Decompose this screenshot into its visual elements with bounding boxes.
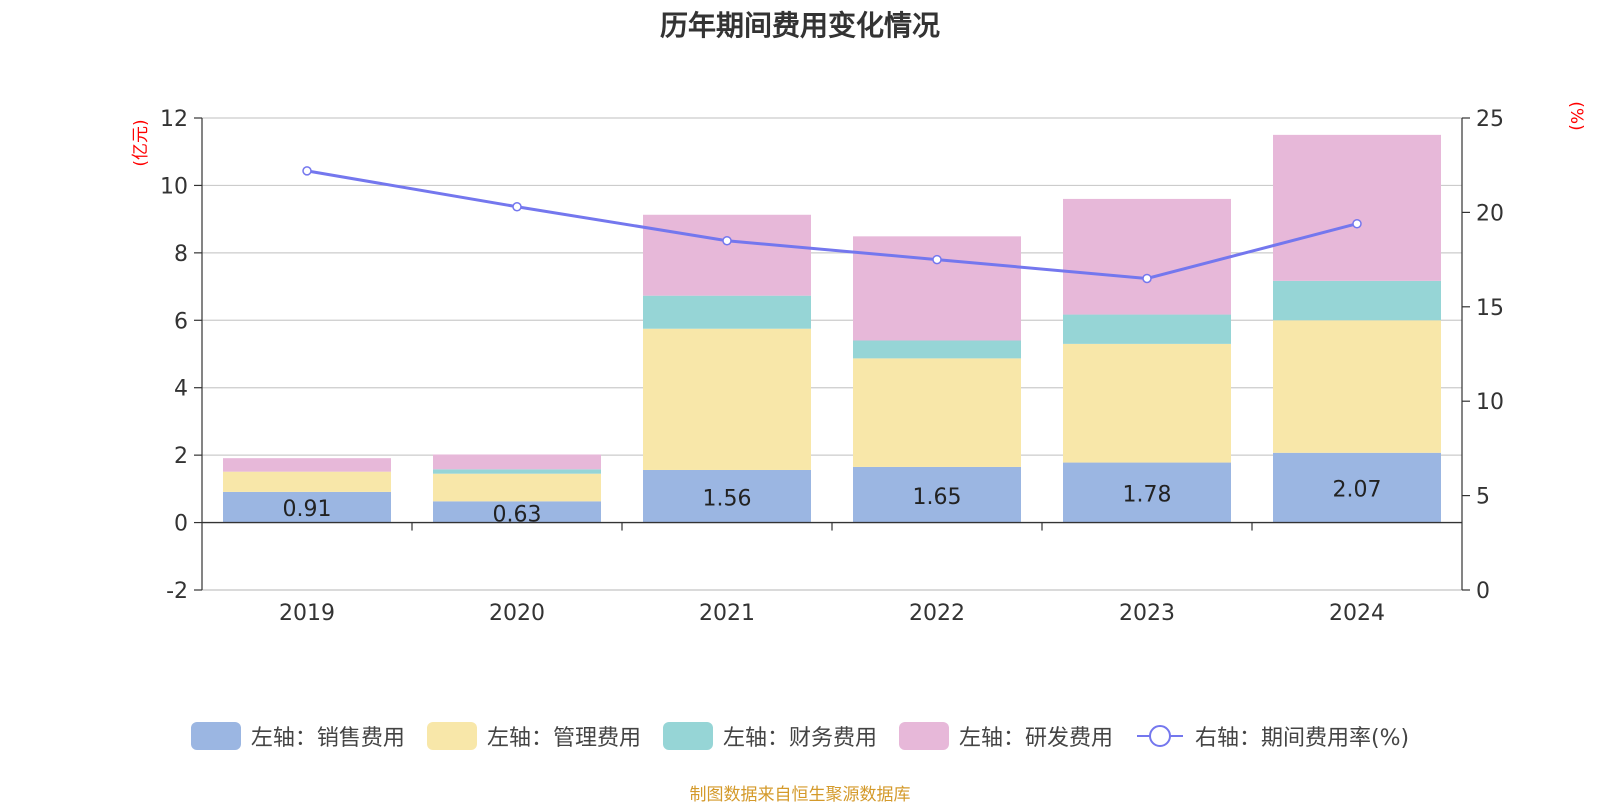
x-axis-tick-label: 2024 [1329,601,1385,626]
axis-layer: -2 0 2 4 6 8 10 12 (亿元) 0 5 10 15 20 25 (%) 2019 2020 2021… [131,101,1586,626]
bar-segment-s0-2021 [643,469,811,523]
legend-swatch-icon [898,722,949,750]
bar-segment-s0-2022 [853,466,1021,523]
legend-label: 左轴：销售费用 [250,726,405,751]
left-axis-tick-label: 8 [174,242,188,267]
x-axis-tick-label: 2019 [279,601,335,626]
data-label-2021: 1.56 [703,486,752,511]
chart-title: 历年期间费用变化情况 [659,9,940,42]
left-axis-tick-label: 10 [160,174,188,199]
data-label-2024: 2.07 [1333,478,1382,503]
bar-segment-s1-2022 [853,358,1021,467]
legend-item-3[interactable]: 左轴：研发费用 [898,720,1113,752]
right-axis-tick-label: 25 [1476,107,1504,132]
bar-segment-s1-2021 [643,328,811,470]
bar-segment-s1-2020 [433,473,601,502]
bar-segment-s3-2020 [433,454,601,470]
grid-layer [202,117,1462,591]
legend-item-0[interactable]: 左轴：销售费用 [190,720,405,752]
left-axis-tick-label: 4 [174,377,188,402]
legend-label: 右轴：期间费用率(%) [1194,726,1410,751]
label-layer: 0.91 0.63 1.56 1.65 1.78 2.07 [283,478,1382,528]
right-axis-tick-label: 20 [1476,201,1504,226]
legend-label: 左轴：研发费用 [958,726,1113,751]
data-label-2023: 1.78 [1123,483,1172,508]
legend-label: 左轴：管理费用 [486,726,641,751]
line-series-rate [306,169,1358,280]
bar-segment-s3-2022 [853,236,1021,341]
left-axis-unit: (亿元) [131,119,151,166]
legend-swatch-icon [190,722,241,750]
bar-segment-s3-2023 [1063,198,1231,315]
footer-source: 制图数据来自恒生聚源数据库 [689,785,911,805]
line-point-2021 [722,235,732,246]
left-axis-tick-label: -2 [166,579,188,604]
line-layer [302,166,1362,284]
left-axis-tick-label: 12 [160,107,188,132]
bar-segment-s3-2024 [1273,134,1441,281]
left-axis-tick-label: 6 [174,309,188,334]
bar-segment-s2-2022 [853,340,1021,359]
legend-swatch-icon [426,722,477,750]
bar-segment-s0-2023 [1063,462,1231,523]
bar-segment-s1-2019 [223,471,391,492]
bar-segment-s3-2019 [223,458,391,472]
bar-segment-s2-2023 [1063,314,1231,344]
data-label-2020: 0.63 [493,502,542,527]
left-axis-tick-label: 2 [174,444,188,469]
right-axis-tick-label: 10 [1476,390,1504,415]
right-axis-tick-label: 15 [1476,296,1504,321]
legend-line-icon [1136,725,1183,747]
line-point-2024 [1352,218,1362,229]
legend-swatch-icon [662,722,713,750]
legend-item-4[interactable]: 右轴：期间费用率(%) [1135,720,1409,752]
bar-segment-s0-2020 [433,501,601,523]
legend-label: 左轴：财务费用 [722,726,877,751]
bar-segment-s3-2021 [643,214,811,296]
bar-segment-s0-2019 [223,491,391,523]
left-axis-tick-label: 0 [174,512,188,537]
bar-segment-s1-2023 [1063,343,1231,463]
bar-layer [223,134,1441,523]
x-axis-tick-label: 2023 [1119,601,1175,626]
right-axis-tick-label: 5 [1476,485,1490,510]
line-point-2023 [1142,273,1152,284]
x-axis-tick-label: 2022 [909,601,965,626]
line-point-2020 [512,201,522,212]
line-point-2022 [932,254,942,265]
bar-segment-s2-2020 [433,469,601,474]
right-axis-unit: (%) [1566,101,1586,130]
bar-segment-s0-2024 [1273,452,1441,523]
data-label-2019: 0.91 [283,497,332,522]
legend-item-2[interactable]: 左轴：财务费用 [662,720,877,752]
x-axis-tick-label: 2020 [489,601,545,626]
bar-segment-s2-2021 [643,295,811,329]
right-axis-tick-label: 0 [1476,579,1490,604]
legend-item-1[interactable]: 左轴：管理费用 [426,720,641,752]
bar-segment-s1-2024 [1273,320,1441,453]
x-axis-tick-label: 2021 [699,601,755,626]
legend: 左轴：销售费用 左轴：管理费用 左轴：财务费用 左轴：研发费用 右轴：期间费用率(%) [0,720,1600,752]
bar-segment-s2-2024 [1273,280,1441,321]
line-point-2019 [302,166,312,176]
data-label-2022: 1.65 [913,485,962,510]
